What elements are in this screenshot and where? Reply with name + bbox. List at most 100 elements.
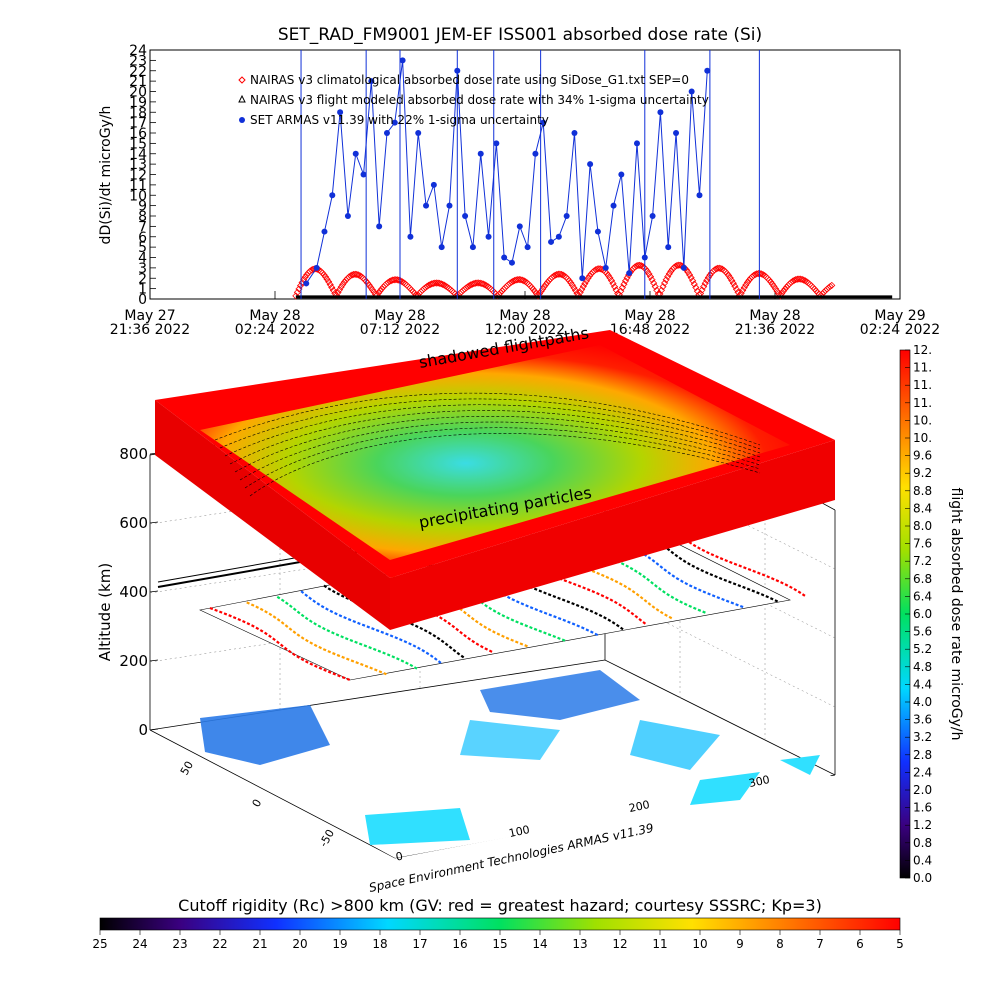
time-series-panel: SET_RAD_FM9001 JEM-EF ISS001 absorbed do… xyxy=(98,25,940,338)
x-tick-label-time: 02:24 2022 xyxy=(235,322,315,338)
red-point xyxy=(739,286,747,294)
altitude-tick-label: 200 xyxy=(119,652,148,670)
red-point xyxy=(421,283,430,292)
rigidity-tick-label: 13 xyxy=(572,937,587,951)
red-point xyxy=(376,287,384,295)
red-point xyxy=(606,274,614,282)
red-point xyxy=(623,274,631,282)
blue-point xyxy=(477,150,484,157)
x-tick-label-date: May 29 xyxy=(874,308,925,324)
y-tick-label: 0 xyxy=(138,292,147,308)
y-tick-label: 21 xyxy=(129,74,147,90)
dose-colorbar-tick-label: 9.6 xyxy=(913,449,932,463)
x-tick-label-date: May 27 xyxy=(124,308,175,324)
ribbon-track xyxy=(565,539,707,614)
y-tick-label: 13 xyxy=(129,157,147,173)
red-point xyxy=(634,261,642,269)
red-point xyxy=(651,283,659,291)
red-point xyxy=(540,283,548,291)
blue-point xyxy=(563,213,570,219)
red-point xyxy=(745,276,753,284)
red-point xyxy=(323,275,331,283)
rigidity-tick-label: 8 xyxy=(776,937,784,951)
blue-point xyxy=(446,202,453,209)
blue-point xyxy=(407,233,414,240)
altitude-tick-labels: 0 200 400 600 800 xyxy=(119,445,159,739)
ribbon-track xyxy=(505,551,647,625)
red-point xyxy=(690,280,698,288)
y-tick-label: 9 xyxy=(138,199,147,215)
red-point xyxy=(479,280,487,288)
x-tick-label-date: May 28 xyxy=(374,308,425,324)
blue-point xyxy=(360,171,367,178)
red-point xyxy=(339,280,347,289)
dose-colorbar-tick-label: 4.0 xyxy=(913,695,932,709)
red-point xyxy=(481,281,489,289)
y-tick-label: 7 xyxy=(138,219,147,235)
y-tick-label: 2 xyxy=(138,271,147,287)
red-point xyxy=(390,276,398,284)
blue-point xyxy=(337,109,344,116)
blue-point xyxy=(383,130,390,136)
blue-point xyxy=(508,259,515,266)
x-tick-label-date: May 28 xyxy=(624,308,675,324)
red-point xyxy=(676,261,684,269)
rigidity-tick-label: 9 xyxy=(736,937,744,951)
red-point xyxy=(645,270,653,278)
red-point xyxy=(345,273,353,281)
red-point xyxy=(464,283,472,291)
blue-point xyxy=(501,254,508,261)
ribbon-track xyxy=(323,584,465,659)
dose-colorbar-tick-label: 6.4 xyxy=(913,589,932,603)
red-point xyxy=(612,286,620,294)
blue-point xyxy=(313,264,320,271)
rigidity-tick-label: 20 xyxy=(292,937,307,951)
chart-title: SET_RAD_FM9001 JEM-EF ISS001 absorbed do… xyxy=(278,25,762,45)
y-tick-label: 6 xyxy=(138,230,147,246)
blue-point xyxy=(571,130,578,136)
red-point xyxy=(611,283,619,291)
blue-point xyxy=(704,67,711,74)
dose-colorbar-label: flight absorbed dose rate microGy/h xyxy=(948,488,964,741)
red-point xyxy=(326,280,334,289)
dose-colorbar-tick-label: 3.2 xyxy=(913,730,932,744)
red-point xyxy=(653,286,661,294)
red-point xyxy=(378,285,386,293)
sheet-contour xyxy=(249,433,761,497)
red-point xyxy=(368,286,376,294)
red-point xyxy=(717,264,725,273)
red-point xyxy=(581,279,589,288)
red-point xyxy=(826,282,834,291)
blue-point xyxy=(540,119,547,126)
red-point xyxy=(650,279,658,287)
dose-colorbar-tick-label: 5.6 xyxy=(913,625,932,639)
blue-point xyxy=(532,150,539,157)
dose-colorbar-tick-label: 1.6 xyxy=(913,801,932,815)
red-point xyxy=(801,277,809,285)
legend-marker xyxy=(238,76,246,84)
ribbon-track xyxy=(637,528,779,603)
x-tick-label-date: May 28 xyxy=(749,308,800,324)
blue-point xyxy=(524,244,531,251)
red-point xyxy=(514,276,522,284)
dose-colorbar-tick-label: 8.4 xyxy=(913,501,932,515)
dose-colorbar-tick-label: 1.2 xyxy=(913,818,932,832)
red-point xyxy=(664,273,672,281)
dose-colorbar-tick-label: 12. xyxy=(913,343,932,357)
rigidity-colorbar: Cutoff rigidity (Rc) >800 km (GV: red = … xyxy=(92,896,903,951)
ribbon-track xyxy=(531,545,673,620)
y-axis-label: dD(Si)/dt microGy/h xyxy=(98,106,114,245)
red-point xyxy=(728,276,736,285)
y-tick-label: 10 xyxy=(129,188,147,204)
red-point xyxy=(667,267,675,275)
dose-colorbar-tick-label: 0.4 xyxy=(913,853,932,867)
blue-point xyxy=(649,213,656,219)
plot-frame xyxy=(149,49,901,300)
red-point xyxy=(793,275,801,283)
red-point xyxy=(714,264,722,272)
blue-point xyxy=(594,228,601,235)
rigidity-tick-label: 18 xyxy=(372,937,387,951)
rigidity-tick-label: 15 xyxy=(492,937,507,951)
